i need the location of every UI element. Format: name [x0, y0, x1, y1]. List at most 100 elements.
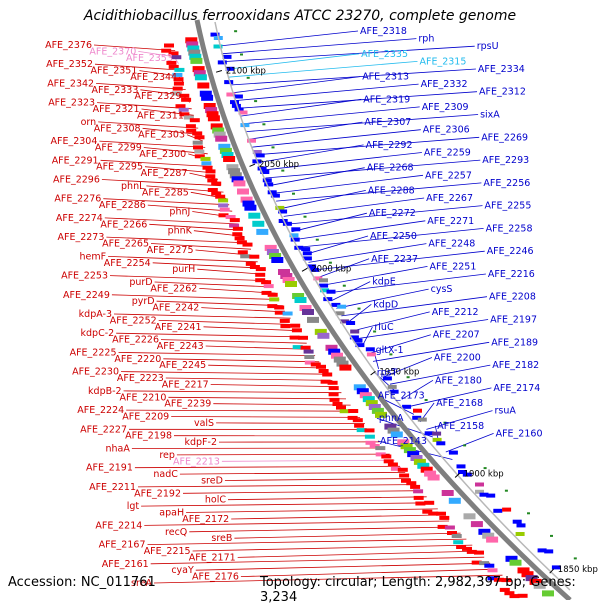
gene-label-right[interactable]: rpsU: [477, 41, 499, 52]
gene-label-left[interactable]: AFE_2198: [125, 431, 172, 442]
gene-label-left[interactable]: AFE_2239: [164, 399, 211, 410]
gene-label-right[interactable]: AFE_2208: [489, 292, 536, 303]
gene-label-left[interactable]: cyaY: [171, 565, 194, 576]
gene-label-left[interactable]: AFE_2252: [110, 315, 157, 326]
gene-label-right[interactable]: AFE_2312: [479, 87, 526, 98]
gene-label-left[interactable]: AFE_2285: [142, 187, 189, 198]
gene-label-right[interactable]: AFE_2271: [427, 216, 474, 227]
gene-label-left[interactable]: AFE_2303: [138, 130, 185, 141]
gene-label-right[interactable]: AFE_2256: [483, 178, 530, 189]
gene-label-left[interactable]: AFE_2241: [155, 322, 202, 333]
gene-label-right[interactable]: AFE_2268: [367, 163, 414, 174]
gene-label-right[interactable]: AFE_2248: [428, 239, 475, 250]
gene-label-right[interactable]: AFE_2237: [371, 254, 418, 265]
gene-label-left[interactable]: AFE_2308: [94, 123, 141, 134]
gene-label-left[interactable]: AFE_2225: [70, 347, 117, 358]
gene-label-left[interactable]: AFE_2215: [144, 546, 191, 557]
gene-label-left[interactable]: AFE_2274: [56, 213, 103, 224]
gene-label-right[interactable]: AFE_2269: [481, 132, 528, 143]
gene-label-left[interactable]: AFE_2172: [182, 514, 229, 525]
gene-label-left[interactable]: kdpC-2: [81, 328, 115, 339]
gene-label-right[interactable]: AFE_2158: [437, 421, 484, 432]
gene-label-left[interactable]: AFE_2291: [52, 155, 99, 166]
gene-label-left[interactable]: AFE_2353: [126, 53, 173, 64]
gene-label-right[interactable]: AFE_2189: [491, 337, 538, 348]
gene-label-left[interactable]: purD: [129, 277, 152, 288]
gene-label-right[interactable]: AFE_2257: [425, 170, 472, 181]
gene-label-left[interactable]: purH: [172, 264, 195, 275]
gene-label-left[interactable]: AFE_2342: [47, 78, 94, 89]
gene-label-right[interactable]: AFE_2332: [421, 79, 468, 90]
gene-label-right[interactable]: AFE_2319: [363, 94, 410, 105]
gene-label-right[interactable]: AFE_2307: [364, 117, 411, 128]
gene-label-left[interactable]: lgt: [127, 501, 140, 512]
gene-label-right[interactable]: kdpD: [373, 299, 398, 310]
gene-label-left[interactable]: kdpF-2: [185, 437, 218, 448]
gene-label-left[interactable]: valS: [194, 418, 214, 429]
gene-label-right[interactable]: AFE_2315: [420, 56, 467, 67]
gene-label-left[interactable]: AFE_2262: [150, 283, 197, 294]
gene-label-right[interactable]: AFE_2168: [436, 398, 483, 409]
gene-label-left[interactable]: AFE_2299: [95, 143, 142, 154]
gene-label-right[interactable]: AFE_2335: [361, 49, 408, 60]
gene-label-right[interactable]: gltX-1: [376, 345, 404, 356]
gene-label-right[interactable]: AFE_2306: [423, 125, 470, 136]
gene-label-left[interactable]: sreD: [201, 476, 223, 487]
gene-label-left[interactable]: AFE_2329: [134, 91, 181, 102]
gene-label-left[interactable]: AFE_2253: [61, 271, 108, 282]
gene-label-right[interactable]: cysS: [431, 284, 453, 295]
gene-label-left[interactable]: AFE_2249: [63, 290, 110, 301]
gene-label-left[interactable]: phnJ: [169, 207, 190, 218]
gene-label-left[interactable]: AFE_2275: [147, 245, 194, 256]
gene-label-right[interactable]: AFE_2267: [426, 193, 473, 204]
gene-label-right[interactable]: rsuA: [495, 406, 517, 417]
gene-label-right[interactable]: rpsT: [377, 368, 398, 379]
gene-label-left[interactable]: AFE_2209: [122, 412, 169, 423]
gene-label-right[interactable]: AFE_2255: [485, 201, 532, 212]
gene-label-right[interactable]: AFE_2334: [478, 64, 525, 75]
gene-label-right[interactable]: rph: [418, 34, 434, 45]
gene-label-right[interactable]: AFE_2174: [493, 383, 540, 394]
gene-label-left[interactable]: phnK: [168, 226, 193, 237]
gene-label-right[interactable]: AFE_2182: [492, 360, 539, 371]
gene-label-left[interactable]: AFE_2254: [104, 258, 151, 269]
gene-label-right[interactable]: AFE_2258: [486, 223, 533, 234]
gene-label-right[interactable]: AFE_2207: [433, 330, 480, 341]
gene-label-left[interactable]: AFE_2276: [54, 194, 101, 205]
gene-label-right[interactable]: AFE_2250: [370, 231, 417, 242]
gene-label-left[interactable]: hemF: [80, 251, 107, 262]
gene-label-left[interactable]: kdpB-2: [88, 386, 122, 397]
gene-label-left[interactable]: AFE_2287: [141, 168, 188, 179]
gene-label-right[interactable]: AFE_2259: [424, 148, 471, 159]
gene-label-right[interactable]: AFE_2318: [360, 26, 407, 37]
gene-label-right[interactable]: AFE_2197: [490, 315, 537, 326]
gene-label-left[interactable]: pyrD: [132, 296, 155, 307]
gene-label-right[interactable]: AFE_2216: [488, 269, 535, 280]
gene-label-right[interactable]: phnA: [379, 413, 404, 424]
gene-label-left[interactable]: recQ: [165, 527, 187, 538]
gene-label-left[interactable]: AFE_2224: [77, 405, 124, 416]
gene-label-right[interactable]: AFE_2246: [487, 246, 534, 257]
gene-label-left[interactable]: AFE_2265: [102, 239, 149, 250]
gene-label-left[interactable]: AFE_2161: [102, 559, 149, 570]
gene-label-left[interactable]: AFE_2245: [159, 360, 206, 371]
gene-label-left[interactable]: nadC: [153, 469, 178, 480]
gene-label-right[interactable]: AFE_2251: [430, 261, 477, 272]
gene-label-left[interactable]: AFE_2273: [57, 232, 104, 243]
gene-label-left[interactable]: AFE_2321: [93, 104, 140, 115]
gene-label-left[interactable]: AFE_2210: [119, 392, 166, 403]
gene-label-right[interactable]: AFE_2293: [482, 155, 529, 166]
gene-label-left[interactable]: AFE_2171: [189, 552, 236, 563]
gene-label-right[interactable]: AFE_2180: [435, 375, 482, 386]
gene-label-right[interactable]: AFE_2200: [434, 353, 481, 364]
gene-label-right[interactable]: sixA: [480, 110, 500, 121]
gene-label-left[interactable]: AFE_2167: [99, 540, 146, 551]
gene-label-left[interactable]: sreB: [211, 533, 232, 544]
gene-label-left[interactable]: AFE_2176: [192, 572, 239, 583]
gene-label-left[interactable]: AFE_2295: [96, 162, 143, 173]
gene-label-right[interactable]: AFE_2313: [362, 72, 409, 83]
gene-label-left[interactable]: AFE_2296: [53, 175, 100, 186]
gene-label-left[interactable]: AFE_2352: [46, 59, 93, 70]
gene-label-right[interactable]: rluC: [374, 322, 394, 333]
